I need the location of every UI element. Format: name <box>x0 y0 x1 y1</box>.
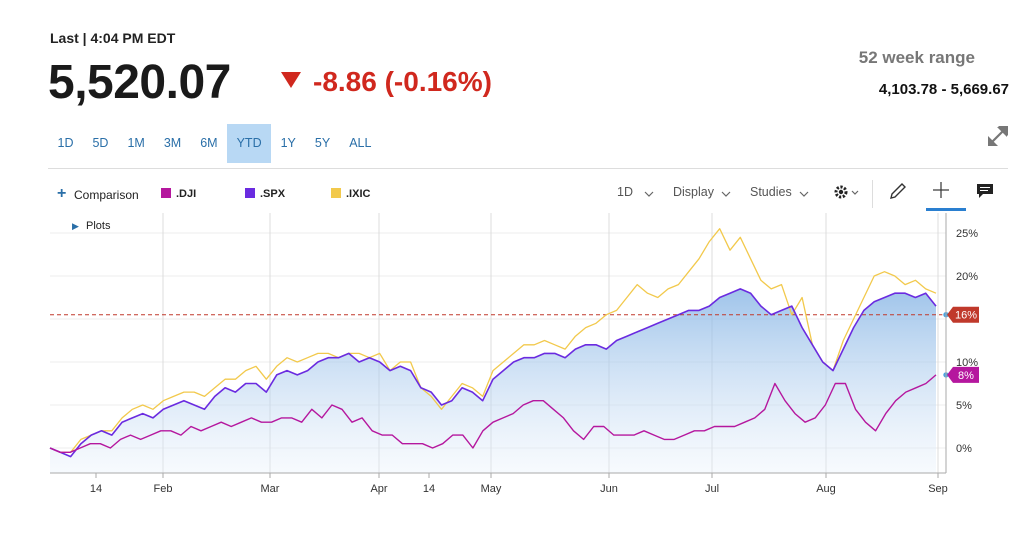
display-dropdown[interactable]: Display <box>673 185 714 199</box>
legend-item-ixic[interactable]: .IXIC <box>331 188 370 200</box>
interval-dropdown[interactable]: 1D <box>617 185 633 199</box>
period-tab-6m[interactable]: 6M <box>200 136 218 150</box>
price-chart[interactable]: 16% 8% 25% 20% 10% 5% 0% 14 Feb Mar Apr 14 May Jun Ju… <box>0 210 1029 510</box>
x-tick-label: Aug <box>816 483 836 495</box>
last-value-tag-label: 16% <box>955 310 977 322</box>
series-layer: 16% 8% <box>49 228 979 473</box>
chart-toolbar: + Comparison .DJI .SPX .IXIC 1D Display … <box>48 180 1008 211</box>
triangle-down-icon <box>281 72 301 88</box>
legend-item-dji[interactable]: .DJI <box>161 188 196 200</box>
price-change: -8.86 (-0.16%) <box>313 66 492 97</box>
chevron-down-icon <box>799 191 809 197</box>
studies-dropdown[interactable]: Studies <box>750 185 792 199</box>
period-tab-all[interactable]: ALL <box>349 136 372 150</box>
triangle-right-icon: ▶ <box>72 221 79 231</box>
display-label: Display <box>673 185 714 199</box>
period-tab-3m[interactable]: 3M <box>163 136 182 150</box>
x-tick-label: Apr <box>370 483 387 495</box>
divider <box>48 168 1008 169</box>
series-line-dji <box>49 374 937 453</box>
legend-swatch <box>245 188 255 198</box>
pencil-icon[interactable] <box>888 181 908 201</box>
crosshair-active-indicator <box>926 208 966 211</box>
y-tick-label: 10% <box>956 357 978 369</box>
plots-toggle[interactable]: ▶ Plots <box>72 220 110 232</box>
x-tick-label: 14 <box>423 483 435 495</box>
axes: 25% 20% 10% 5% 0% 14 Feb Mar Apr 14 May Jun Jul Aug Se… <box>50 213 978 495</box>
period-tab-5y[interactable]: 5Y <box>314 136 331 150</box>
x-tick-label: May <box>481 483 502 495</box>
x-tick-label: Mar <box>261 483 280 495</box>
x-tick-label: Sep <box>928 483 948 495</box>
legend-item-spx[interactable]: .SPX <box>245 188 285 200</box>
period-tab-ytd[interactable]: YTD <box>227 124 272 163</box>
legend-swatch <box>331 188 341 198</box>
y-tick-label: 25% <box>956 228 978 240</box>
plots-label: Plots <box>85 220 111 232</box>
last-value-tag-bg <box>947 366 979 383</box>
period-tab-1y[interactable]: 1Y <box>280 136 296 150</box>
last-value-tag: 16% <box>947 306 979 323</box>
legend-label: .DJI <box>176 188 197 200</box>
x-tick-label: 14 <box>90 483 102 495</box>
chevron-down-icon <box>721 191 731 197</box>
last-update-label: Last | 4:04 PM EDT <box>50 30 176 46</box>
crosshair-icon[interactable] <box>931 180 951 200</box>
y-tick-label: 5% <box>956 400 972 412</box>
last-value-tag: 8% <box>947 366 979 383</box>
interval-value: 1D <box>617 185 633 199</box>
legend-swatch <box>161 188 171 198</box>
period-tab-5d[interactable]: 5D <box>92 136 109 150</box>
y-tick-label: 0% <box>956 443 972 455</box>
expand-icon[interactable] <box>985 123 1011 149</box>
legend-label: .SPX <box>260 188 286 200</box>
legend-label: .IXIC <box>346 188 371 200</box>
add-comparison-icon[interactable]: + <box>57 185 67 202</box>
period-tab-1m[interactable]: 1M <box>127 136 145 150</box>
series-line-spx <box>49 288 937 458</box>
studies-label: Studies <box>750 185 792 199</box>
week-range-value: 4,103.78 - 5,669.67 <box>878 81 1009 98</box>
last-value-tag-bg <box>947 306 979 323</box>
gear-icon[interactable] <box>833 183 861 201</box>
toolbar-divider <box>872 180 873 208</box>
series-line-ixic <box>49 228 937 453</box>
y-tick-label: 20% <box>956 271 978 283</box>
week-range-label: 52 week range <box>858 48 975 67</box>
chevron-down-icon <box>644 191 654 197</box>
comparison-button[interactable]: Comparison <box>74 188 139 202</box>
x-tick-label: Jul <box>705 483 719 495</box>
x-tick-label: Jun <box>600 483 618 495</box>
last-value-tag-label: 8% <box>958 370 974 382</box>
x-tick-label: Feb <box>154 483 173 495</box>
last-price: 5,520.07 <box>48 56 231 109</box>
period-selector: 1D 5D 1M 3M 6M YTD 1Y 5Y ALL <box>48 124 381 163</box>
comment-icon[interactable] <box>975 182 995 200</box>
period-tab-1d[interactable]: 1D <box>57 136 74 150</box>
